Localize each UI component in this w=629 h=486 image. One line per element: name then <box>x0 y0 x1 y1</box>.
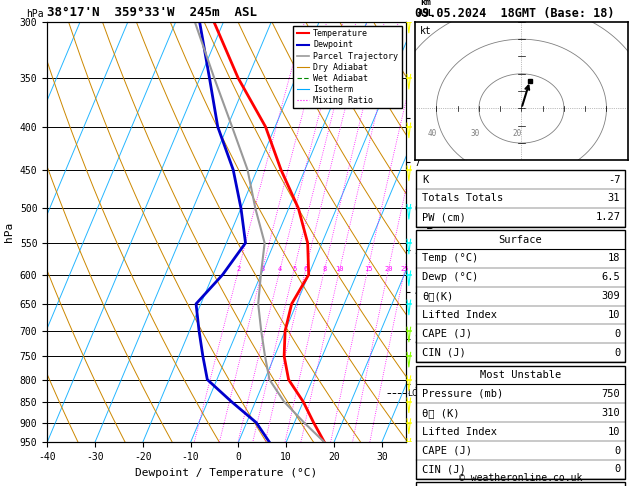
Bar <box>416 170 625 227</box>
Text: 8: 8 <box>323 265 327 272</box>
Text: Temp (°C): Temp (°C) <box>422 253 478 263</box>
Text: 4: 4 <box>278 265 282 272</box>
Text: 20: 20 <box>384 265 393 272</box>
Text: © weatheronline.co.uk: © weatheronline.co.uk <box>459 473 582 483</box>
Text: 310: 310 <box>601 408 620 418</box>
Text: PW (cm): PW (cm) <box>422 212 465 223</box>
Text: 40: 40 <box>428 129 437 138</box>
Text: Lifted Index: Lifted Index <box>422 427 497 436</box>
Text: 38°17'N  359°33'W  245m  ASL: 38°17'N 359°33'W 245m ASL <box>47 6 257 19</box>
Text: 10: 10 <box>336 265 344 272</box>
Text: 0: 0 <box>614 465 620 474</box>
X-axis label: Dewpoint / Temperature (°C): Dewpoint / Temperature (°C) <box>135 468 318 478</box>
Bar <box>416 482 625 486</box>
Text: Surface: Surface <box>499 235 542 244</box>
Y-axis label: hPa: hPa <box>4 222 14 242</box>
Text: Lifted Index: Lifted Index <box>422 310 497 320</box>
Text: 5: 5 <box>292 265 296 272</box>
Legend: Temperature, Dewpoint, Parcel Trajectory, Dry Adiabat, Wet Adiabat, Isotherm, Mi: Temperature, Dewpoint, Parcel Trajectory… <box>293 26 401 108</box>
Text: CIN (J): CIN (J) <box>422 465 465 474</box>
Text: km
ASL: km ASL <box>418 0 433 17</box>
Text: 0: 0 <box>614 329 620 339</box>
Text: Pressure (mb): Pressure (mb) <box>422 389 503 399</box>
Text: θᴇ(K): θᴇ(K) <box>422 291 453 301</box>
Text: LCL: LCL <box>407 388 422 398</box>
Text: 20: 20 <box>513 129 522 138</box>
Text: CAPE (J): CAPE (J) <box>422 329 472 339</box>
Text: -7: -7 <box>608 174 620 185</box>
Text: Dewp (°C): Dewp (°C) <box>422 272 478 282</box>
Text: 18: 18 <box>608 253 620 263</box>
Text: 25: 25 <box>401 265 409 272</box>
Text: 30: 30 <box>470 129 480 138</box>
Text: kt: kt <box>420 26 431 36</box>
Text: 0: 0 <box>614 446 620 455</box>
Text: 10: 10 <box>608 427 620 436</box>
Text: CAPE (J): CAPE (J) <box>422 446 472 455</box>
Text: 10: 10 <box>608 310 620 320</box>
Text: 309: 309 <box>601 291 620 301</box>
Bar <box>416 230 625 362</box>
Text: Totals Totals: Totals Totals <box>422 193 503 204</box>
Text: 6: 6 <box>304 265 308 272</box>
Text: 15: 15 <box>364 265 372 272</box>
Text: 2: 2 <box>237 265 241 272</box>
Text: 09.05.2024  18GMT (Base: 18): 09.05.2024 18GMT (Base: 18) <box>415 7 615 20</box>
Text: 31: 31 <box>608 193 620 204</box>
Text: θᴇ (K): θᴇ (K) <box>422 408 459 418</box>
Text: CIN (J): CIN (J) <box>422 348 465 358</box>
Text: Most Unstable: Most Unstable <box>480 370 561 380</box>
Bar <box>416 365 625 479</box>
Y-axis label: Mixing Ratio (g/kg): Mixing Ratio (g/kg) <box>425 176 435 288</box>
Text: 6.5: 6.5 <box>601 272 620 282</box>
Text: 3: 3 <box>260 265 265 272</box>
Text: 750: 750 <box>601 389 620 399</box>
Text: K: K <box>422 174 428 185</box>
Text: 0: 0 <box>614 348 620 358</box>
Text: 1.27: 1.27 <box>595 212 620 223</box>
Text: hPa: hPa <box>26 9 44 19</box>
